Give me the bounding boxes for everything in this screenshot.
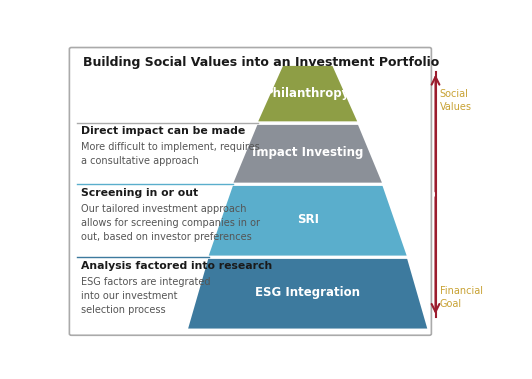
Text: Direct impact can be made: Direct impact can be made [81,126,245,136]
Polygon shape [234,123,382,183]
Text: ESG Integration: ESG Integration [255,286,360,299]
Text: Financial
Goal: Financial Goal [439,286,483,309]
Text: Building Social Values into an Investment Portfolio: Building Social Values into an Investmen… [83,56,439,69]
Polygon shape [258,66,357,121]
Polygon shape [209,184,406,255]
Text: Screening in or out: Screening in or out [81,188,198,197]
Text: Philanthropy: Philanthropy [265,87,350,100]
Text: Impact Investing: Impact Investing [252,146,363,159]
Text: Our tailored investment approach
allows for screening companies in or
out, based: Our tailored investment approach allows … [81,204,260,242]
Text: ESG factors are integrated
into our investment
selection process: ESG factors are integrated into our inve… [81,277,211,315]
Text: Social
Values: Social Values [439,89,472,113]
Text: Analysis factored into research: Analysis factored into research [81,260,272,271]
Text: SRI: SRI [297,213,319,226]
Text: More difficult to implement, requires
a consultative approach: More difficult to implement, requires a … [81,143,260,166]
FancyBboxPatch shape [69,47,431,335]
Polygon shape [188,257,427,329]
